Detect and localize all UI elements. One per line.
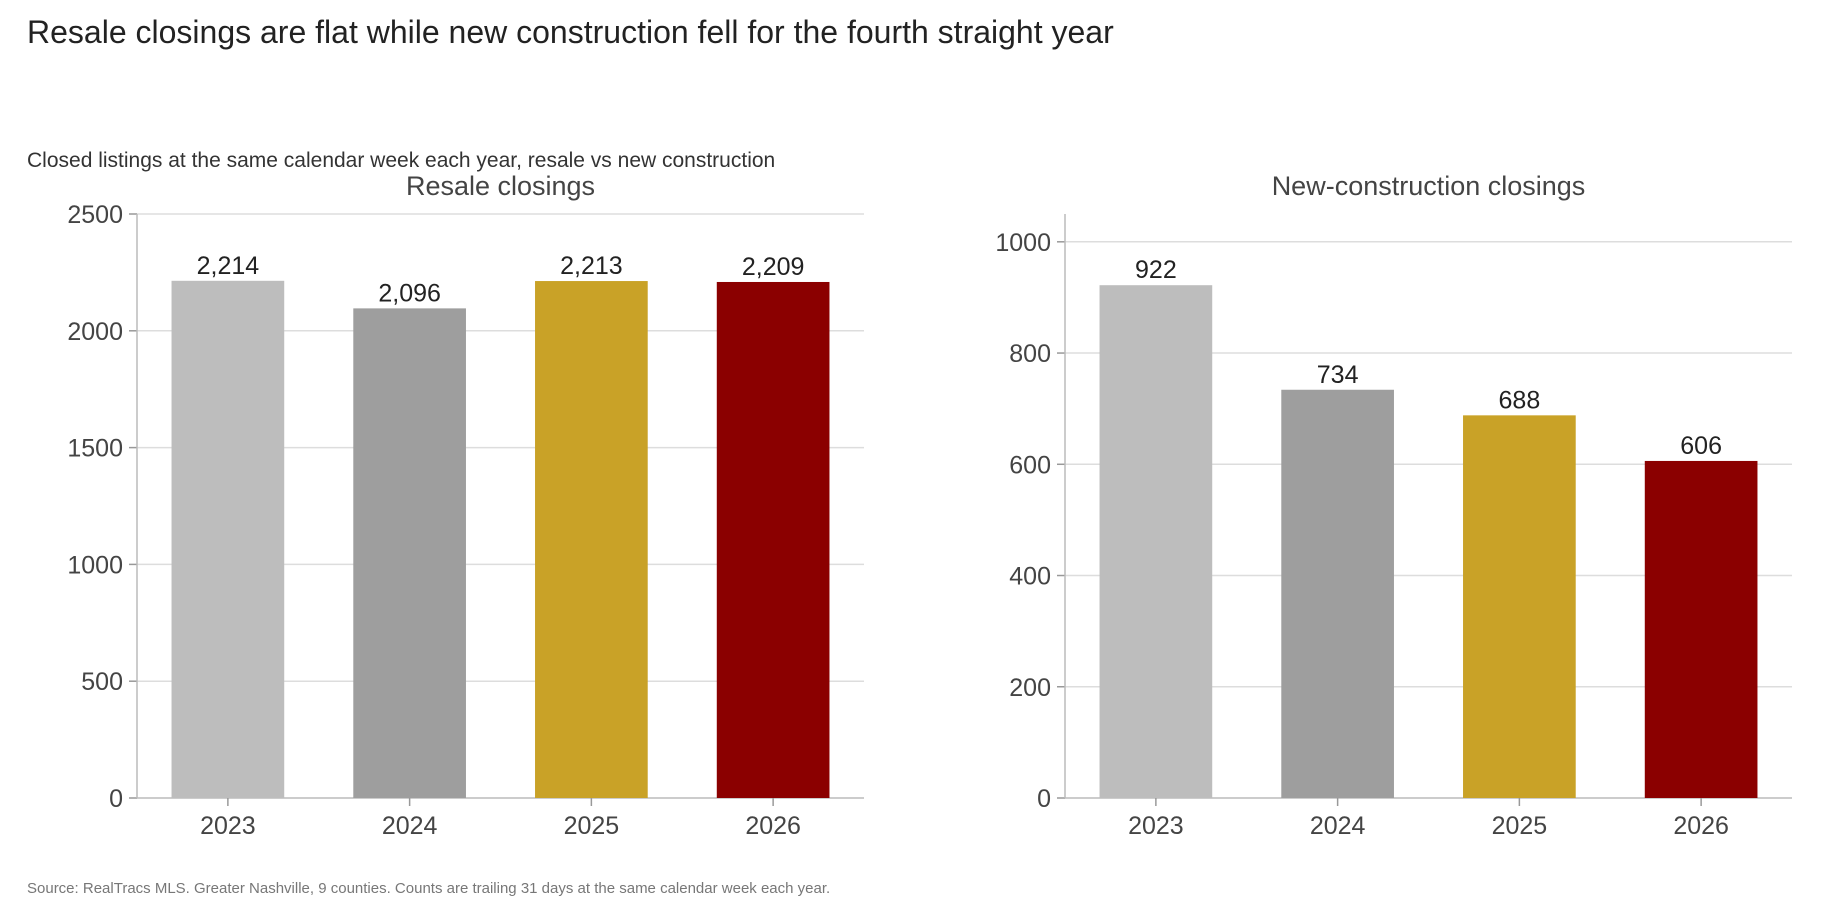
panel-2: New-construction closings 0 200 400 600 800 10… xyxy=(995,171,1792,840)
source-note: Source: RealTracs MLS. Greater Nashville… xyxy=(27,880,831,897)
x-tick-label: 2025 xyxy=(1492,812,1548,840)
y-tick-label: 2000 xyxy=(67,318,123,346)
y-tick-label: 0 xyxy=(1037,785,1051,813)
bar-value-label: 2,214 xyxy=(197,252,260,280)
y-tick-label: 200 xyxy=(1009,674,1051,702)
bar-value-label: 688 xyxy=(1499,386,1541,414)
bar-value-label: 2,209 xyxy=(742,253,805,281)
y-tick-label: 1000 xyxy=(67,551,123,579)
y-tick-label: 500 xyxy=(81,668,123,696)
y-tick-label: 800 xyxy=(1009,340,1051,368)
chart-title: Resale closings are flat while new const… xyxy=(27,14,1114,50)
y-tick-label: 2500 xyxy=(67,201,123,229)
bar-2026 xyxy=(1644,460,1758,798)
bar-2023 xyxy=(171,280,285,799)
y-tick-label: 600 xyxy=(1009,451,1051,479)
bar-value-label: 606 xyxy=(1680,432,1722,460)
panel-title: Resale closings xyxy=(406,171,595,201)
bar-value-label: 2,213 xyxy=(560,252,623,280)
bar-2024 xyxy=(1281,389,1394,798)
bar-value-label: 734 xyxy=(1317,361,1359,389)
bar-2023 xyxy=(1099,285,1213,798)
y-tick-label: 1500 xyxy=(67,435,123,463)
bar-2025 xyxy=(535,281,648,798)
y-tick-label: 400 xyxy=(1009,563,1051,591)
panel-1: Resale closings 0 500 1000 1500 2000 2500 2,214… xyxy=(67,171,864,840)
bar-2026 xyxy=(716,281,830,798)
bar-2024 xyxy=(353,308,466,798)
x-tick-label: 2023 xyxy=(1128,812,1184,840)
bar-value-label: 922 xyxy=(1135,256,1177,284)
x-tick-label: 2023 xyxy=(200,812,256,840)
bar-2025 xyxy=(1463,415,1576,798)
bar-value-label: 2,096 xyxy=(378,279,441,307)
chart-subtitle: Closed listings at the same calendar wee… xyxy=(27,149,776,172)
x-tick-label: 2026 xyxy=(745,812,801,840)
panel-title: New-construction closings xyxy=(1272,171,1586,201)
x-tick-label: 2024 xyxy=(1310,812,1366,840)
x-tick-label: 2026 xyxy=(1673,812,1729,840)
x-tick-label: 2025 xyxy=(564,812,620,840)
y-tick-label: 1000 xyxy=(995,229,1051,257)
y-tick-label: 0 xyxy=(109,785,123,813)
x-tick-label: 2024 xyxy=(382,812,438,840)
